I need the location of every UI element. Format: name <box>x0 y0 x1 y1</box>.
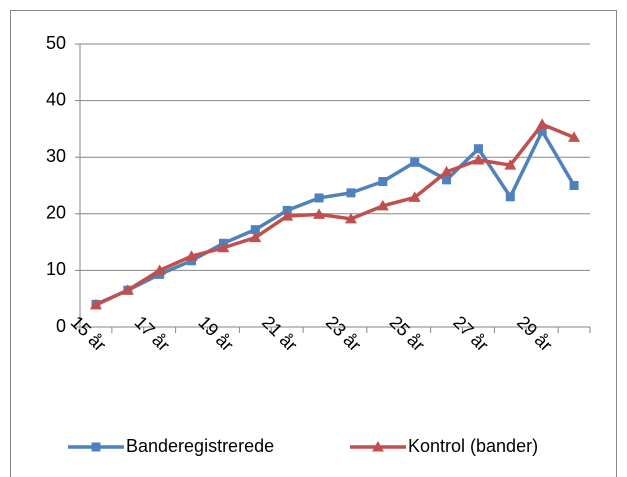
marker <box>153 264 166 275</box>
series-line <box>95 122 575 307</box>
y-tick-label: 10 <box>46 259 66 279</box>
y-tick-label: 20 <box>46 203 66 223</box>
marker <box>568 131 581 142</box>
marker <box>217 241 230 253</box>
marker <box>536 118 549 129</box>
y-tick-label: 0 <box>56 316 66 336</box>
marker <box>504 159 517 170</box>
marker <box>569 181 579 190</box>
marker <box>91 442 101 452</box>
marker <box>376 199 389 211</box>
marker <box>378 177 388 187</box>
marker <box>440 165 453 177</box>
marker <box>442 175 452 185</box>
marker <box>408 191 421 202</box>
y-tick-label: 50 <box>46 33 66 53</box>
legend-label: Kontrol (bander) <box>408 436 538 456</box>
marker <box>187 256 197 266</box>
y-tick-label: 40 <box>46 89 66 109</box>
chart-frame <box>10 10 617 477</box>
marker <box>313 208 326 219</box>
legend-label: Banderegistrerede <box>126 436 274 456</box>
marker <box>250 225 260 235</box>
marker <box>121 284 134 295</box>
marker <box>473 144 483 154</box>
marker <box>185 250 198 261</box>
marker <box>472 154 485 165</box>
marker <box>314 193 324 203</box>
series-line <box>95 129 576 306</box>
marker <box>537 126 547 136</box>
marker <box>505 192 515 202</box>
y-tick-label: 30 <box>46 146 66 166</box>
marker <box>410 157 420 167</box>
marker <box>89 298 102 310</box>
marker <box>281 210 294 221</box>
marker <box>249 231 262 243</box>
marker <box>372 441 384 452</box>
marker <box>344 212 357 224</box>
marker <box>346 188 356 198</box>
